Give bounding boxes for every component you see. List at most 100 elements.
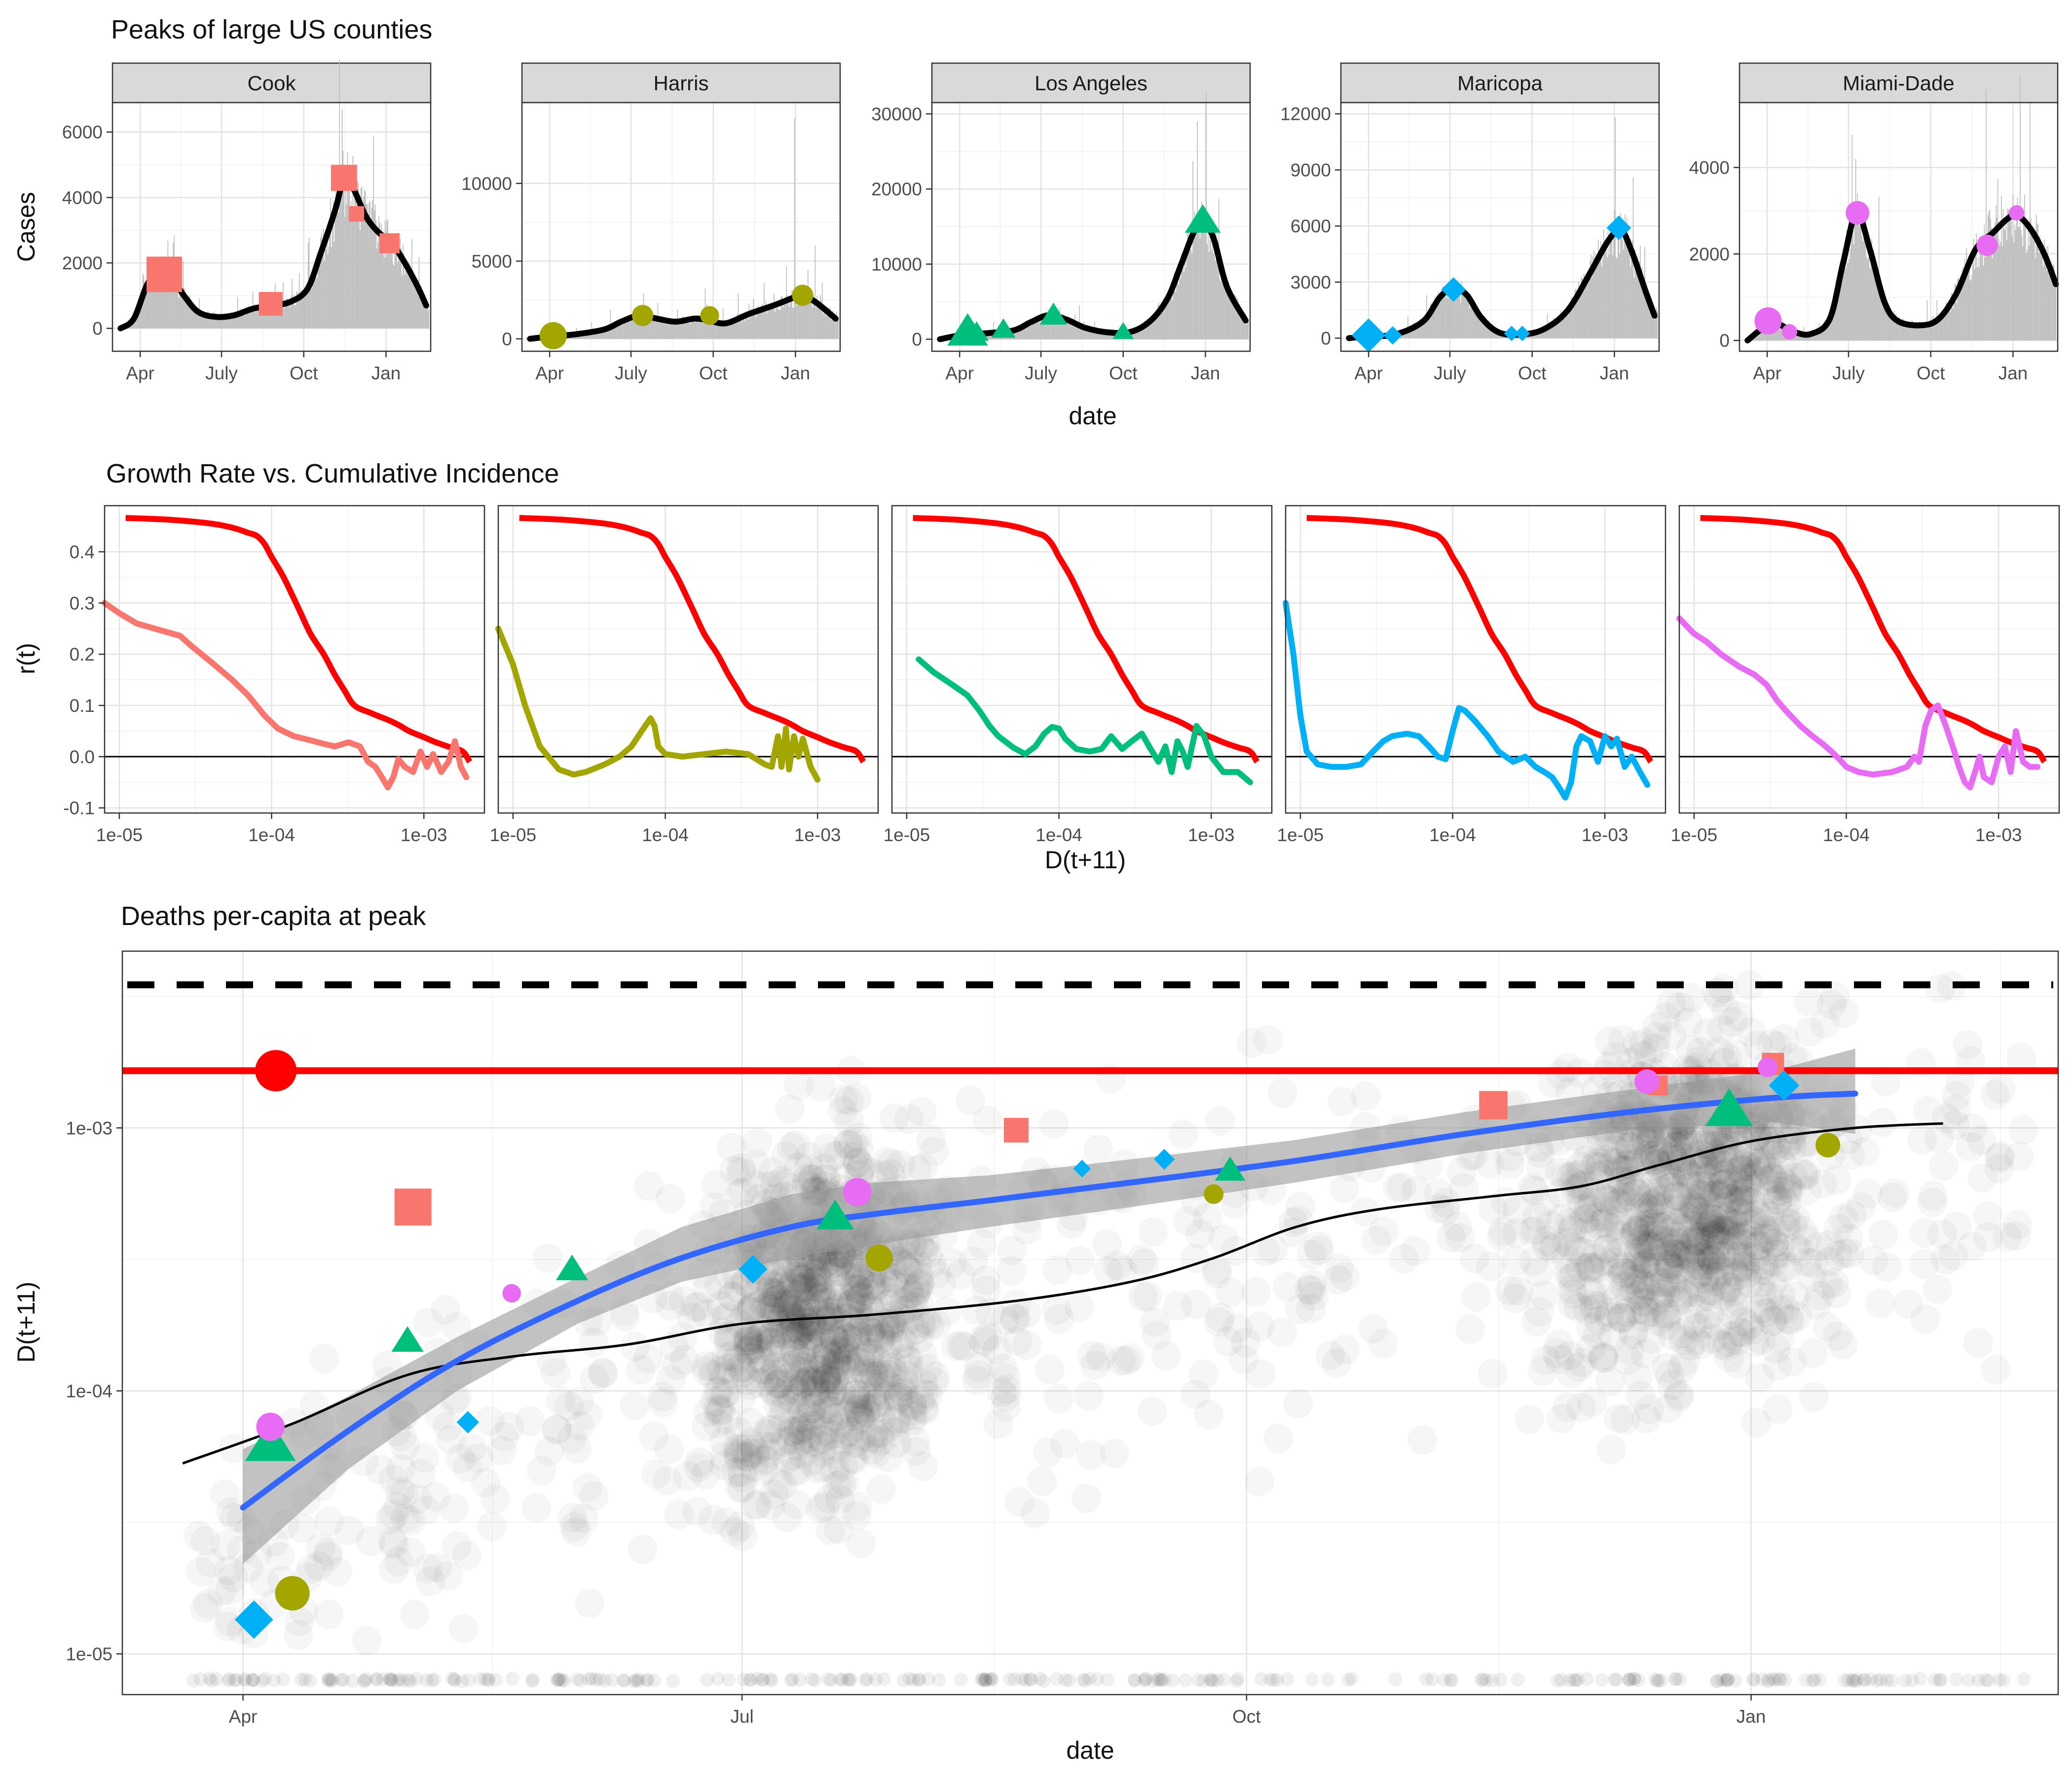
daily-bar — [1867, 259, 1868, 341]
county-zero-dot — [858, 1673, 872, 1687]
daily-bar — [1610, 242, 1612, 338]
daily-bar — [1965, 275, 1966, 341]
facet-strip — [111, 62, 432, 104]
daily-bar — [393, 265, 395, 329]
daily-bar — [1781, 326, 1782, 341]
county-zero-dot — [1772, 1672, 1786, 1687]
daily-bar — [406, 270, 407, 329]
daily-bar — [1850, 249, 1851, 341]
county-zero-dot — [447, 1673, 462, 1688]
daily-bar — [819, 306, 820, 339]
daily-bar — [1468, 302, 1469, 338]
daily-bar — [734, 321, 736, 339]
daily-bar — [1223, 268, 1225, 339]
county-peak-dot — [814, 1287, 844, 1316]
daily-bar — [1176, 282, 1178, 339]
county-zero-dot — [425, 1673, 439, 1687]
county-zero-dot — [582, 1672, 596, 1686]
daily-bar — [143, 276, 145, 329]
daily-bar — [1920, 326, 1921, 341]
daily-bar — [1602, 258, 1603, 338]
daily-bar — [1450, 285, 1451, 338]
county-zero-dot — [1651, 1673, 1665, 1688]
daily-bar — [384, 221, 386, 329]
daily-bar — [180, 286, 181, 329]
daily-bar — [1844, 262, 1845, 341]
daily-bar — [829, 307, 830, 339]
daily-bar — [1962, 267, 1963, 341]
county-zero-dot — [384, 1672, 399, 1687]
daily-bar — [1862, 241, 1863, 341]
county-zero-dot — [737, 1672, 751, 1687]
daily-bar — [1088, 326, 1089, 339]
daily-bar — [698, 315, 699, 339]
county-zero-dot — [1863, 1672, 1878, 1687]
county-growth-line — [1676, 615, 2040, 791]
daily-bar — [1861, 235, 1863, 341]
county-peak-dot — [709, 1442, 739, 1472]
county-peak-dot — [992, 1374, 1022, 1404]
daily-bar — [1491, 329, 1493, 338]
row2-title: Growth Rate vs. Cumulative Incidence — [106, 459, 559, 488]
daily-bar — [1554, 321, 1555, 338]
county-zero-dot — [505, 1671, 519, 1686]
county-zero-dot — [1476, 1672, 1490, 1686]
daily-bar — [1047, 319, 1049, 339]
daily-bar — [788, 296, 789, 339]
daily-bar — [589, 333, 591, 339]
daily-bar — [1445, 298, 1447, 338]
daily-bar — [1894, 320, 1896, 341]
daily-bar — [1604, 251, 1605, 338]
daily-bar — [1589, 273, 1590, 338]
daily-bar — [166, 269, 168, 329]
daily-bar — [1550, 327, 1551, 338]
daily-bar — [1928, 326, 1929, 341]
daily-bar — [304, 290, 305, 329]
daily-bar — [377, 242, 378, 329]
county-peak-dot — [1072, 1483, 1101, 1513]
county-zero-dot — [357, 1674, 371, 1689]
facet-strip-label: Maricopa — [1457, 72, 1543, 95]
county-zero-dot — [1622, 1672, 1636, 1686]
daily-bar — [1248, 320, 1249, 339]
daily-bar — [801, 299, 802, 339]
row1-y-axis-title: Cases — [12, 192, 40, 262]
daily-bar — [1418, 321, 1419, 338]
county-zero-dot — [455, 1674, 469, 1688]
county-zero-dot — [1845, 1673, 1859, 1687]
daily-bar — [1846, 230, 1848, 341]
daily-bar — [1489, 325, 1491, 338]
daily-bar — [392, 253, 393, 329]
daily-bar — [233, 315, 235, 329]
daily-bar — [1017, 326, 1018, 339]
daily-bar — [758, 308, 759, 339]
daily-bar — [1187, 230, 1188, 339]
daily-bar — [1648, 303, 1649, 338]
peak-marker — [1781, 324, 1798, 340]
daily-bar — [2017, 197, 2018, 341]
daily-bar — [1203, 209, 1204, 339]
daily-bar — [1884, 294, 1885, 341]
daily-bar — [1951, 293, 1952, 341]
daily-bar — [1205, 217, 1206, 339]
daily-bar — [389, 243, 390, 329]
county-zero-dot — [325, 1673, 339, 1688]
peak-marker — [331, 165, 357, 191]
county-zero-dot — [403, 1674, 417, 1688]
daily-bar — [1488, 324, 1490, 338]
daily-bar — [1817, 330, 1819, 341]
daily-bar — [1045, 313, 1046, 339]
daily-bar — [1983, 265, 1984, 341]
daily-bar — [765, 301, 767, 339]
facet-strip — [931, 62, 1251, 104]
county-peak-dot — [709, 1363, 739, 1392]
county-zero-dot — [1127, 1673, 1142, 1687]
daily-bar — [673, 319, 674, 339]
daily-bar — [1226, 280, 1227, 339]
daily-bar — [792, 307, 793, 339]
daily-bar — [1575, 288, 1577, 338]
reference-growth-line — [519, 515, 866, 764]
county-zero-dot — [1631, 1673, 1646, 1687]
daily-bar — [746, 314, 748, 339]
daily-bar — [1422, 323, 1423, 338]
